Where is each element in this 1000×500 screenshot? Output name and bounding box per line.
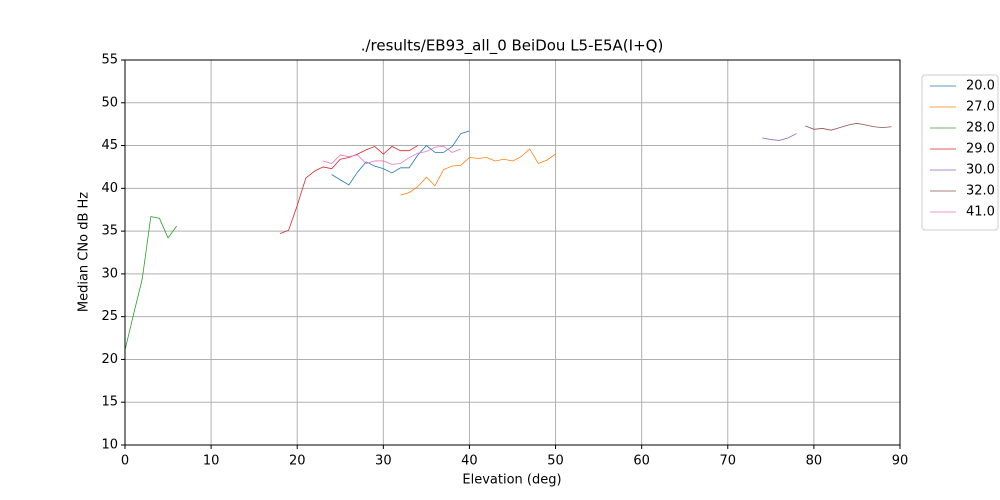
legend-label: 27.0 bbox=[966, 100, 995, 115]
chart-title: ./results/EB93_all_0 BeiDou L5-E5A(I+Q) bbox=[361, 37, 664, 56]
x-tick-label: 50 bbox=[547, 454, 564, 469]
series-line bbox=[279, 145, 418, 235]
legend-label: 32.0 bbox=[966, 184, 995, 199]
x-tick-label: 10 bbox=[203, 454, 220, 469]
y-axis-label: Median CNo dB Hz bbox=[77, 192, 92, 312]
y-tick-label: 40 bbox=[101, 181, 118, 196]
x-tick-label: 40 bbox=[461, 454, 478, 469]
y-tick-label: 35 bbox=[101, 224, 118, 239]
legend-label: 20.0 bbox=[966, 79, 995, 94]
y-tick-label: 15 bbox=[101, 395, 118, 410]
y-tick-label: 25 bbox=[101, 309, 118, 324]
legend-label: 28.0 bbox=[966, 121, 995, 136]
x-tick-label: 80 bbox=[806, 454, 823, 469]
series-line bbox=[322, 145, 461, 165]
y-tick-label: 20 bbox=[101, 352, 118, 367]
y-tick-label: 45 bbox=[101, 138, 118, 153]
series-line bbox=[762, 133, 797, 141]
x-tick-label: 70 bbox=[720, 454, 737, 469]
y-tick-label: 30 bbox=[101, 266, 118, 281]
legend-label: 30.0 bbox=[966, 163, 995, 178]
y-tick-label: 50 bbox=[101, 95, 118, 110]
series-line bbox=[124, 216, 177, 351]
x-tick-label: 20 bbox=[289, 454, 306, 469]
x-tick-label: 30 bbox=[375, 454, 392, 469]
x-tick-label: 60 bbox=[633, 454, 650, 469]
series-line bbox=[805, 122, 892, 131]
series-line bbox=[400, 148, 556, 196]
y-tick-label: 55 bbox=[101, 53, 118, 68]
x-tick-label: 0 bbox=[121, 454, 129, 469]
x-tick-label: 90 bbox=[892, 454, 909, 469]
series-line bbox=[331, 130, 470, 186]
legend-label: 29.0 bbox=[966, 142, 995, 157]
y-tick-label: 10 bbox=[101, 438, 118, 453]
plot-frame bbox=[124, 59, 901, 446]
legend-label: 41.0 bbox=[966, 205, 995, 220]
x-axis-label: Elevation (deg) bbox=[462, 473, 561, 488]
